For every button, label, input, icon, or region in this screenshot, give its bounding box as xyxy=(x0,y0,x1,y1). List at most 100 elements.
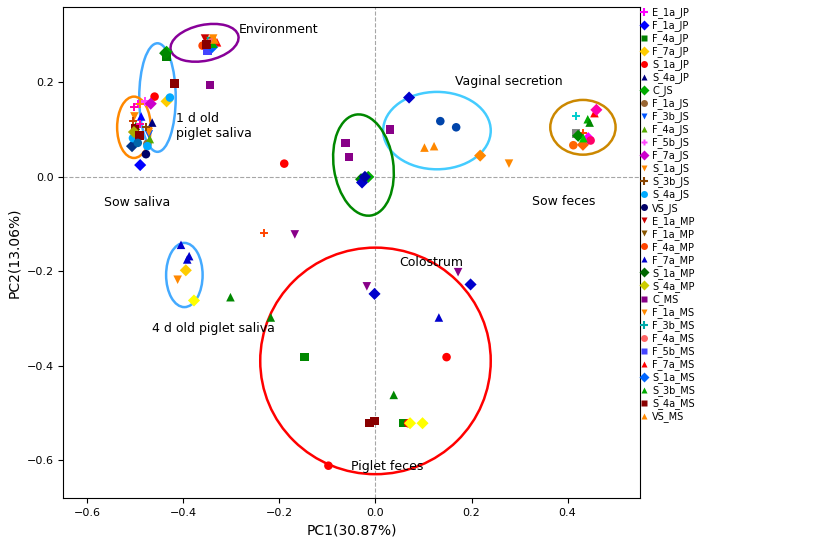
Point xyxy=(148,92,161,101)
Point xyxy=(143,135,156,144)
Point xyxy=(382,125,396,134)
Point xyxy=(183,252,196,261)
Legend: E_1a_JP, F_1a_JP, F_4a_JP, F_7a_JP, S_1a_JP, S_4a_JP, C_JS, F_1a_JS, F_3b_JS, F_: E_1a_JP, F_1a_JP, F_4a_JP, F_7a_JP, S_1a… xyxy=(639,7,695,422)
Point xyxy=(201,44,215,53)
Point xyxy=(129,121,143,130)
Point xyxy=(142,128,155,137)
Point xyxy=(415,419,428,428)
Point xyxy=(342,153,355,162)
Point xyxy=(142,130,155,139)
Text: Colostrum: Colostrum xyxy=(399,256,463,269)
Point xyxy=(576,140,589,149)
Point xyxy=(205,38,218,47)
Point xyxy=(206,38,219,47)
Point xyxy=(583,136,596,145)
Point xyxy=(168,79,181,88)
Text: 1 d old
piglet saliva: 1 d old piglet saliva xyxy=(176,112,251,140)
Point xyxy=(569,112,582,121)
Point xyxy=(144,100,157,108)
Point xyxy=(576,134,589,143)
Point xyxy=(449,123,462,132)
Point xyxy=(363,419,376,428)
Point xyxy=(354,175,367,183)
Point xyxy=(180,255,193,264)
Text: Sow saliva: Sow saliva xyxy=(104,196,170,209)
Point xyxy=(368,289,381,298)
Point xyxy=(127,103,140,112)
Point xyxy=(141,142,154,151)
Point xyxy=(139,150,152,158)
Point xyxy=(401,419,414,428)
Point xyxy=(201,37,215,46)
Point xyxy=(589,106,602,114)
Point xyxy=(208,35,221,44)
Point xyxy=(128,112,141,121)
Point xyxy=(174,240,188,249)
Point xyxy=(203,81,216,89)
Point xyxy=(200,40,213,48)
Text: Sow feces: Sow feces xyxy=(531,195,595,208)
Point xyxy=(138,97,152,106)
Point xyxy=(131,139,144,147)
Point xyxy=(198,34,211,43)
Point xyxy=(576,129,589,138)
Point xyxy=(402,93,415,102)
Point xyxy=(355,178,369,187)
Point xyxy=(196,41,209,50)
Point xyxy=(126,134,139,143)
Point xyxy=(133,100,147,108)
Point xyxy=(396,419,410,428)
Point xyxy=(358,172,371,181)
Point xyxy=(171,275,184,284)
Point xyxy=(133,131,146,140)
Point xyxy=(433,117,446,126)
Point xyxy=(208,35,221,44)
Point xyxy=(206,34,219,43)
Point xyxy=(160,47,173,56)
Point xyxy=(224,293,237,301)
Point xyxy=(464,280,477,289)
Point xyxy=(210,38,224,47)
Point xyxy=(141,139,154,148)
Point xyxy=(158,49,171,58)
Point xyxy=(338,139,351,147)
Point xyxy=(133,160,147,169)
Point xyxy=(571,132,584,140)
Point xyxy=(160,52,173,61)
Point xyxy=(473,151,486,160)
Point xyxy=(502,159,515,168)
Point xyxy=(264,313,277,322)
Point xyxy=(297,353,310,361)
Point xyxy=(418,143,431,152)
Point xyxy=(188,296,201,305)
Point xyxy=(179,266,192,275)
Point xyxy=(160,97,173,106)
Point xyxy=(129,124,142,133)
Point xyxy=(566,141,579,150)
Text: Piglet feces: Piglet feces xyxy=(351,460,423,473)
Point xyxy=(581,115,594,123)
Point xyxy=(288,230,301,239)
Text: Vaginal secretion: Vaginal secretion xyxy=(455,75,562,88)
Point xyxy=(403,419,416,428)
Point xyxy=(322,461,335,470)
Point xyxy=(360,282,373,290)
Point xyxy=(127,117,140,126)
Point xyxy=(278,159,291,168)
Point xyxy=(569,129,582,138)
Point xyxy=(201,46,214,55)
Point xyxy=(206,39,219,48)
Point xyxy=(163,93,176,102)
Point xyxy=(427,142,440,151)
Point xyxy=(133,119,146,128)
Point xyxy=(134,112,147,121)
Point xyxy=(257,228,270,237)
Point xyxy=(125,142,138,151)
Point xyxy=(451,268,464,276)
Point xyxy=(387,391,400,399)
Point xyxy=(440,353,453,361)
Y-axis label: PC2(13.06%): PC2(13.06%) xyxy=(7,207,21,298)
Text: Environment: Environment xyxy=(238,23,318,36)
Text: 4 d old piglet saliva: 4 d old piglet saliva xyxy=(152,322,274,335)
Point xyxy=(130,132,143,141)
